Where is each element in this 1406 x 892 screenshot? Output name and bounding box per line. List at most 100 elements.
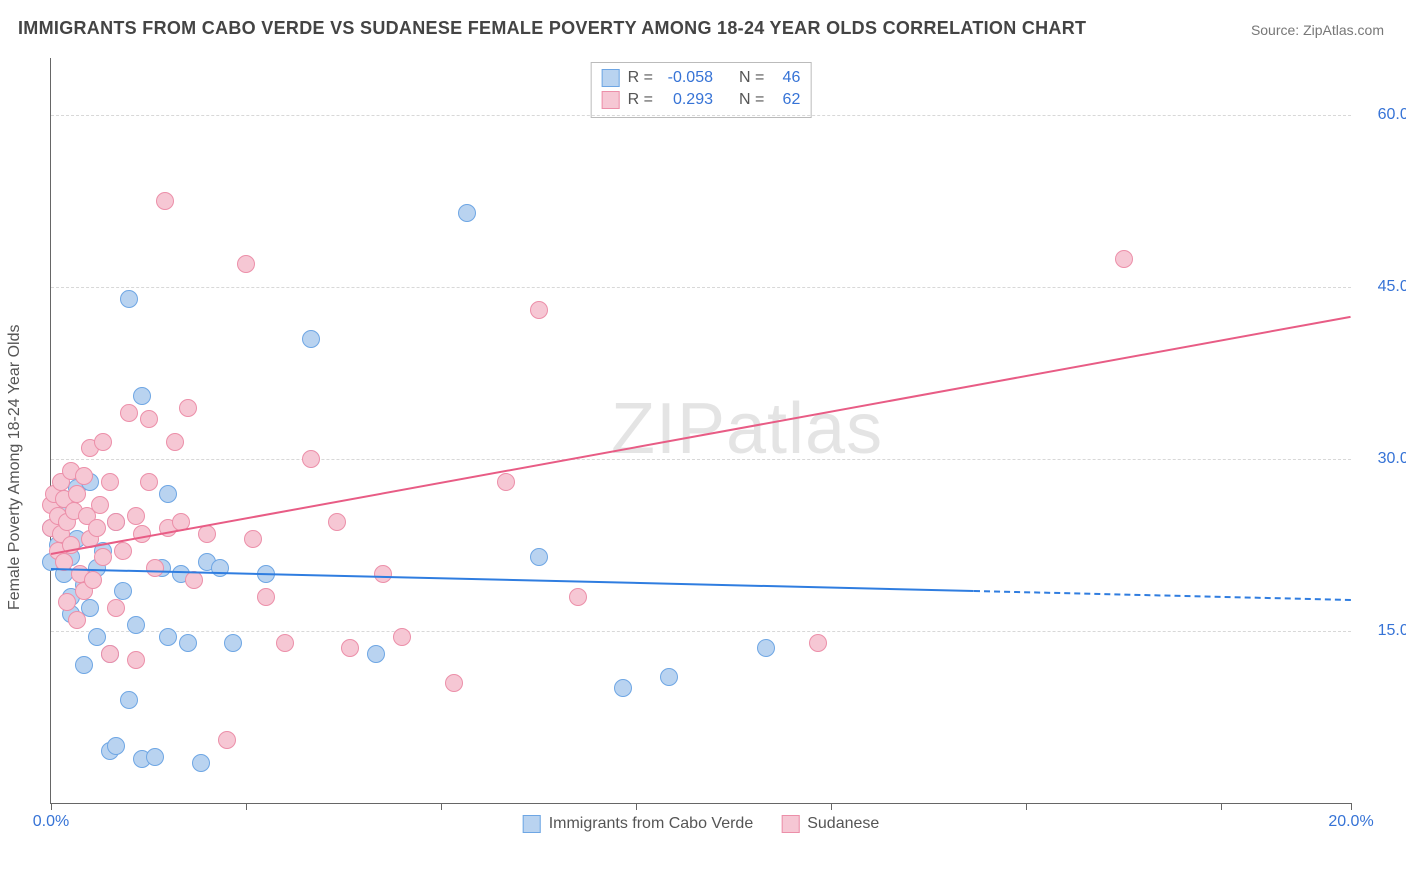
r-value: 0.293 bbox=[661, 89, 713, 111]
data-point-caboverde bbox=[127, 616, 145, 634]
chart-title: IMMIGRANTS FROM CABO VERDE VS SUDANESE F… bbox=[18, 18, 1086, 39]
data-point-sudanese bbox=[809, 634, 827, 652]
x-tick bbox=[51, 803, 52, 810]
x-tick bbox=[441, 803, 442, 810]
y-tick-label: 60.0% bbox=[1363, 106, 1406, 124]
gridline-horizontal bbox=[51, 115, 1351, 116]
data-point-sudanese bbox=[1115, 250, 1133, 268]
y-tick-label: 30.0% bbox=[1363, 450, 1406, 468]
stats-row-caboverde: R = -0.058 N = 46 bbox=[602, 67, 801, 89]
data-point-sudanese bbox=[140, 473, 158, 491]
data-point-sudanese bbox=[166, 433, 184, 451]
x-tick bbox=[246, 803, 247, 810]
data-point-sudanese bbox=[101, 645, 119, 663]
x-tick bbox=[1026, 803, 1027, 810]
data-point-caboverde bbox=[133, 387, 151, 405]
data-point-sudanese bbox=[156, 192, 174, 210]
data-point-sudanese bbox=[374, 565, 392, 583]
legend-swatch bbox=[781, 815, 799, 833]
data-point-sudanese bbox=[237, 255, 255, 273]
legend-item-caboverde: Immigrants from Cabo Verde bbox=[523, 815, 754, 833]
data-point-sudanese bbox=[120, 404, 138, 422]
plot-area: ZIPatlas R =-0.058N =46R =0.293N =62 Imm… bbox=[50, 58, 1351, 804]
data-point-sudanese bbox=[140, 410, 158, 428]
data-point-caboverde bbox=[211, 559, 229, 577]
data-point-sudanese bbox=[107, 599, 125, 617]
legend-item-sudanese: Sudanese bbox=[781, 815, 879, 833]
data-point-caboverde bbox=[757, 639, 775, 657]
source-name: ZipAtlas.com bbox=[1303, 22, 1384, 38]
n-value: 46 bbox=[772, 67, 800, 89]
r-label: R = bbox=[628, 89, 653, 111]
source-prefix: Source: bbox=[1251, 22, 1303, 38]
data-point-sudanese bbox=[91, 496, 109, 514]
x-tick bbox=[1351, 803, 1352, 810]
data-point-sudanese bbox=[257, 588, 275, 606]
data-point-caboverde bbox=[224, 634, 242, 652]
data-point-sudanese bbox=[302, 450, 320, 468]
gridline-horizontal bbox=[51, 287, 1351, 288]
data-point-sudanese bbox=[114, 542, 132, 560]
data-point-sudanese bbox=[88, 519, 106, 537]
data-point-caboverde bbox=[530, 548, 548, 566]
data-point-caboverde bbox=[660, 668, 678, 686]
data-point-sudanese bbox=[244, 530, 262, 548]
gridline-horizontal bbox=[51, 459, 1351, 460]
watermark-text: ZIPatlas bbox=[611, 388, 883, 470]
x-tick bbox=[1221, 803, 1222, 810]
data-point-sudanese bbox=[218, 731, 236, 749]
data-point-caboverde bbox=[367, 645, 385, 663]
y-tick-label: 45.0% bbox=[1363, 278, 1406, 296]
data-point-sudanese bbox=[133, 525, 151, 543]
stats-row-sudanese: R = 0.293 N = 62 bbox=[602, 89, 801, 111]
data-point-sudanese bbox=[127, 651, 145, 669]
legend-label: Immigrants from Cabo Verde bbox=[549, 815, 754, 833]
r-label: R = bbox=[628, 67, 653, 89]
gridline-horizontal bbox=[51, 631, 1351, 632]
data-point-caboverde bbox=[458, 204, 476, 222]
data-point-sudanese bbox=[146, 559, 164, 577]
n-value: 62 bbox=[772, 89, 800, 111]
x-tick-label: 0.0% bbox=[33, 813, 69, 831]
r-value: -0.058 bbox=[661, 67, 713, 89]
trend-line bbox=[51, 316, 1351, 555]
data-point-caboverde bbox=[146, 748, 164, 766]
data-point-caboverde bbox=[179, 634, 197, 652]
data-point-sudanese bbox=[68, 485, 86, 503]
data-point-caboverde bbox=[302, 330, 320, 348]
trend-line bbox=[974, 590, 1351, 601]
data-point-caboverde bbox=[88, 628, 106, 646]
data-point-sudanese bbox=[127, 507, 145, 525]
data-point-sudanese bbox=[94, 548, 112, 566]
data-point-sudanese bbox=[68, 611, 86, 629]
n-label: N = bbox=[739, 89, 764, 111]
data-point-sudanese bbox=[445, 674, 463, 692]
n-label: N = bbox=[739, 67, 764, 89]
data-point-sudanese bbox=[84, 571, 102, 589]
data-point-caboverde bbox=[159, 628, 177, 646]
data-point-caboverde bbox=[107, 737, 125, 755]
data-point-caboverde bbox=[114, 582, 132, 600]
data-point-sudanese bbox=[341, 639, 359, 657]
data-point-sudanese bbox=[393, 628, 411, 646]
data-point-sudanese bbox=[179, 399, 197, 417]
stats-legend-box: R = -0.058 N = 46 R = 0.293 N = 62 bbox=[591, 62, 812, 118]
data-point-caboverde bbox=[159, 485, 177, 503]
data-point-caboverde bbox=[120, 691, 138, 709]
data-point-sudanese bbox=[94, 433, 112, 451]
data-point-caboverde bbox=[75, 656, 93, 674]
legend-swatch bbox=[602, 91, 620, 109]
data-point-caboverde bbox=[192, 754, 210, 772]
data-point-sudanese bbox=[328, 513, 346, 531]
source-line: Source: ZipAtlas.com bbox=[1251, 22, 1384, 38]
data-point-sudanese bbox=[58, 593, 76, 611]
data-point-sudanese bbox=[530, 301, 548, 319]
x-tick bbox=[831, 803, 832, 810]
series-legend: Immigrants from Cabo Verde Sudanese bbox=[523, 815, 880, 833]
data-point-sudanese bbox=[276, 634, 294, 652]
data-point-sudanese bbox=[497, 473, 515, 491]
data-point-sudanese bbox=[75, 467, 93, 485]
x-tick-label: 20.0% bbox=[1328, 813, 1373, 831]
legend-swatch bbox=[602, 69, 620, 87]
x-tick bbox=[636, 803, 637, 810]
